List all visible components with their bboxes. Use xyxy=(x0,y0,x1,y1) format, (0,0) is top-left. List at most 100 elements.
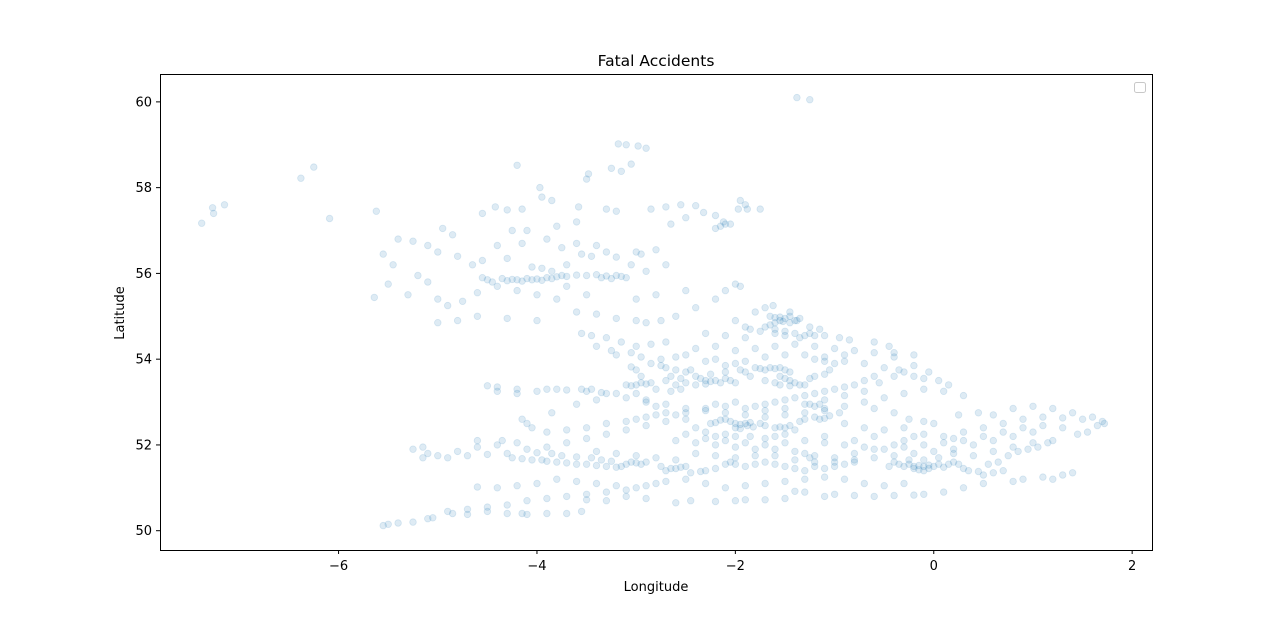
data-point xyxy=(473,483,482,491)
data-point xyxy=(736,282,744,290)
data-point xyxy=(850,449,859,458)
data-point xyxy=(662,376,670,385)
data-point xyxy=(602,462,611,471)
data-point xyxy=(553,458,561,466)
data-point xyxy=(692,424,700,432)
data-point xyxy=(627,382,635,390)
data-point xyxy=(379,250,387,258)
data-point xyxy=(642,421,650,430)
data-point xyxy=(721,361,730,370)
data-point xyxy=(940,463,948,471)
data-point xyxy=(781,439,789,447)
data-point xyxy=(761,400,769,408)
data-point xyxy=(503,277,511,285)
data-point xyxy=(518,239,526,248)
data-point xyxy=(781,494,789,503)
data-point xyxy=(563,492,571,501)
data-point xyxy=(796,417,804,426)
data-point xyxy=(830,359,839,368)
data-point xyxy=(820,464,829,473)
data-point xyxy=(563,426,571,434)
data-point xyxy=(741,334,749,342)
data-point xyxy=(587,454,596,462)
data-point xyxy=(592,342,601,350)
data-point xyxy=(473,436,482,445)
data-point xyxy=(959,484,968,492)
data-point xyxy=(870,492,878,501)
data-point xyxy=(584,170,593,178)
data-point xyxy=(820,492,829,501)
data-point xyxy=(751,344,759,353)
data-point xyxy=(895,366,903,374)
data-point xyxy=(811,389,819,398)
data-point xyxy=(533,275,541,283)
data-point xyxy=(607,164,616,172)
data-point xyxy=(677,374,685,383)
data-point xyxy=(682,462,690,471)
data-point xyxy=(687,497,695,505)
data-point xyxy=(572,400,581,408)
data-point xyxy=(682,415,690,423)
data-point xyxy=(701,380,710,388)
data-point xyxy=(414,271,422,280)
data-point xyxy=(642,267,650,275)
data-point xyxy=(592,479,601,488)
data-point xyxy=(880,394,888,402)
data-point xyxy=(791,447,799,456)
data-point xyxy=(662,261,670,269)
data-point xyxy=(533,387,541,395)
data-point xyxy=(642,398,650,406)
data-point xyxy=(781,314,789,323)
data-point xyxy=(652,479,660,488)
data-point xyxy=(553,222,561,230)
data-point xyxy=(845,336,854,344)
data-point xyxy=(811,402,819,410)
data-point xyxy=(692,381,700,389)
data-point xyxy=(721,460,730,468)
data-point xyxy=(1039,413,1047,421)
data-point xyxy=(662,477,670,486)
data-point xyxy=(1093,421,1102,430)
data-point xyxy=(726,220,735,228)
data-point xyxy=(574,203,583,211)
data-point xyxy=(801,391,809,400)
data-point xyxy=(548,267,556,275)
data-point xyxy=(662,203,670,211)
data-point xyxy=(652,291,660,299)
data-point xyxy=(627,458,635,466)
data-point xyxy=(820,432,829,441)
data-point xyxy=(999,419,1007,428)
data-point xyxy=(989,447,997,456)
data-point xyxy=(577,250,586,258)
data-point xyxy=(563,439,571,447)
data-point xyxy=(811,413,819,421)
data-point xyxy=(801,467,809,475)
data-point xyxy=(890,458,898,466)
data-point xyxy=(612,463,620,471)
data-point xyxy=(776,364,784,372)
data-point xyxy=(870,372,878,380)
data-point xyxy=(890,441,898,449)
data-point xyxy=(548,196,556,205)
data-point xyxy=(726,376,735,385)
data-point xyxy=(473,289,482,297)
data-point xyxy=(741,419,749,428)
data-point xyxy=(949,434,958,443)
data-point xyxy=(384,280,392,288)
data-point xyxy=(672,456,680,464)
data-point xyxy=(220,201,229,209)
data-point xyxy=(781,477,789,486)
data-point xyxy=(372,207,380,215)
data-point xyxy=(622,426,630,434)
data-point xyxy=(429,514,437,522)
data-point xyxy=(536,183,544,192)
data-point xyxy=(920,374,928,383)
data-point xyxy=(743,205,751,213)
data-point xyxy=(508,226,516,235)
data-point xyxy=(751,364,759,372)
data-point xyxy=(711,224,720,233)
data-point xyxy=(791,340,799,348)
data-point xyxy=(543,235,551,243)
data-point xyxy=(602,430,611,438)
data-point xyxy=(533,316,541,325)
